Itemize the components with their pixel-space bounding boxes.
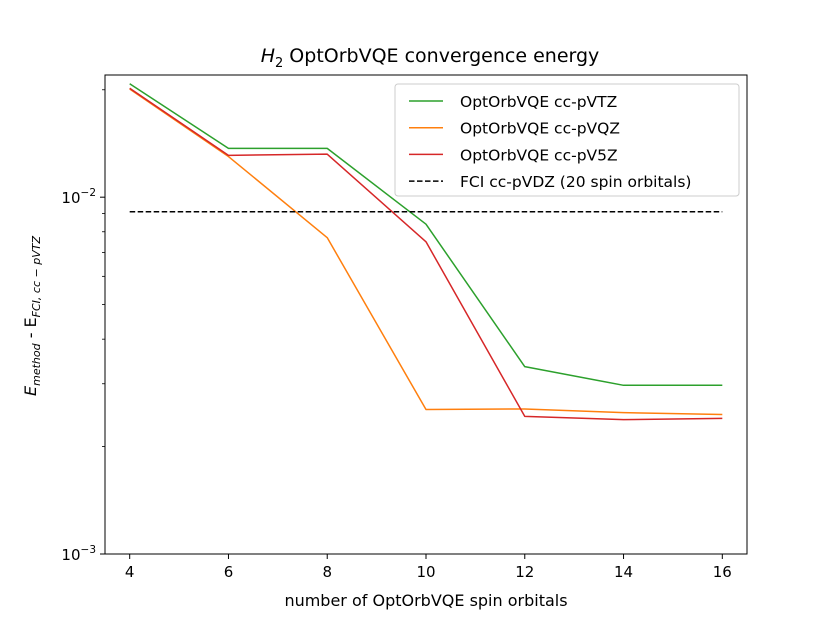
x-tick-label-8: 8: [322, 563, 332, 581]
series-line-2: [129, 87, 723, 421]
title-sub: 2: [275, 56, 283, 71]
y-tick-label-base: 10: [61, 189, 80, 207]
x-tick-label-12: 12: [515, 563, 534, 581]
legend-label-1: OptOrbVQE cc-pVQZ: [460, 120, 620, 138]
title-group: H2 OptOrbVQE convergence energy: [261, 45, 600, 71]
legend-label-0: OptOrbVQE cc-pVTZ: [460, 93, 617, 111]
ylabel-sub2: FCI, cc − pVTZ: [30, 236, 43, 318]
x-tick-label-14: 14: [614, 563, 633, 581]
legend-box: [394, 83, 740, 197]
legend-label-3: FCI cc-pVDZ (20 spin orbitals): [460, 173, 691, 191]
legend-label-2: OptOrbVQE cc-pV5Z: [460, 146, 618, 164]
y-tick-label-1: 10−2: [61, 187, 96, 207]
series-line-0: [129, 83, 723, 387]
x-tick-label-10: 10: [416, 563, 435, 581]
y-tick-label-base: 10: [61, 546, 80, 564]
ylabel-mid: - E: [21, 317, 40, 343]
legend: OptOrbVQE cc-pVTZ OptOrbVQE cc-pVQZ OptOrb…: [394, 83, 740, 197]
y-tick-label-0: 10−3: [61, 544, 96, 564]
chart-title: H2 OptOrbVQE convergence energy: [261, 45, 600, 71]
x-axis-label: number of OptOrbVQE spin orbitals: [284, 591, 567, 610]
y-tick-label-exp: −2: [81, 187, 96, 199]
axis-labels: number of OptOrbVQE spin orbitals Emetho…: [21, 236, 568, 610]
x-tick-label-16: 16: [713, 563, 732, 581]
ylabel-base: E: [21, 385, 40, 396]
series-line-1: [129, 88, 723, 416]
title-rest: OptOrbVQE convergence energy: [283, 45, 599, 67]
y-tick-label-exp: −3: [81, 544, 96, 556]
x-tick-label-6: 6: [224, 563, 234, 581]
ylabel-sub1: method: [30, 342, 43, 385]
x-tick-label-4: 4: [125, 563, 135, 581]
y-axis-label: Emethod - EFCI, cc − pVTZ: [21, 236, 43, 396]
title-base: H: [261, 45, 275, 67]
